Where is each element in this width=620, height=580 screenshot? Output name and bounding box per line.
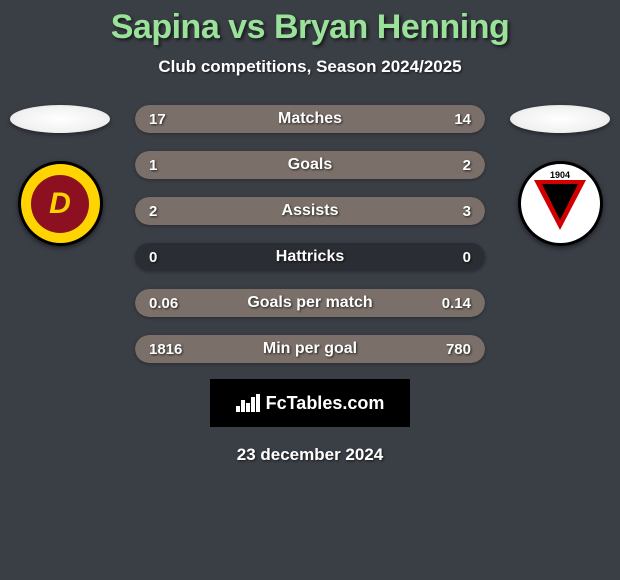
club-right-badge: 1904 <box>518 161 603 246</box>
stat-row: 0.06 Goals per match 0.14 <box>135 289 485 317</box>
comparison-card: Sapina vs Bryan Henning Club competition… <box>0 0 620 465</box>
stat-value-right: 780 <box>446 341 471 358</box>
club-right-v-inner <box>542 184 578 220</box>
stat-value-right: 0.14 <box>442 295 471 312</box>
date-text: 23 december 2024 <box>237 445 384 465</box>
stat-row: 0 Hattricks 0 <box>135 243 485 271</box>
club-right-year: 1904 <box>550 170 570 180</box>
brand-logo: FcTables.com <box>210 379 410 427</box>
stat-row: 1816 Min per goal 780 <box>135 335 485 363</box>
stat-label: Min per goal <box>263 340 357 358</box>
club-left-badge: D <box>18 161 103 246</box>
stats-column: 17 Matches 14 1 Goals 2 2 Assists 3 0 Hattricks 0 0.… <box>135 105 485 363</box>
main-row: D 17Matches141Goals22Assists30Hattricks0… <box>0 105 620 363</box>
stat-value-left: 2 <box>149 203 157 220</box>
stat-value-left: 17 <box>149 111 166 128</box>
stat-label: Hattricks <box>276 248 344 266</box>
stat-fill-right <box>251 151 486 179</box>
stat-label: Matches <box>278 110 342 128</box>
subtitle: Club competitions, Season 2024/2025 <box>0 57 620 77</box>
stat-label: Goals <box>288 156 332 174</box>
page-title: Sapina vs Bryan Henning <box>0 8 620 47</box>
stat-value-left: 1816 <box>149 341 182 358</box>
stat-value-right: 0 <box>463 249 471 266</box>
brand-text: FcTables.com <box>266 393 385 414</box>
stat-row: 2 Assists 3 <box>135 197 485 225</box>
player-right-avatar <box>510 105 610 133</box>
stat-value-left: 0 <box>149 249 157 266</box>
stat-value-right: 2 <box>463 157 471 174</box>
left-side-column: D <box>10 105 110 246</box>
stat-label: Goals per match <box>247 294 372 312</box>
stat-row: 1 Goals 2 <box>135 151 485 179</box>
stat-row: 17 Matches 14 <box>135 105 485 133</box>
stat-value-right: 3 <box>463 203 471 220</box>
club-left-letter: D <box>49 187 71 221</box>
player-left-avatar <box>10 105 110 133</box>
footer: FcTables.com 23 december 2024 <box>0 379 620 465</box>
club-left-inner: D <box>31 175 89 233</box>
stat-value-left: 0.06 <box>149 295 178 312</box>
right-side-column: 1904 <box>510 105 610 246</box>
chart-icon <box>236 394 260 412</box>
stat-label: Assists <box>282 202 339 220</box>
stat-value-right: 14 <box>454 111 471 128</box>
stat-value-left: 1 <box>149 157 157 174</box>
